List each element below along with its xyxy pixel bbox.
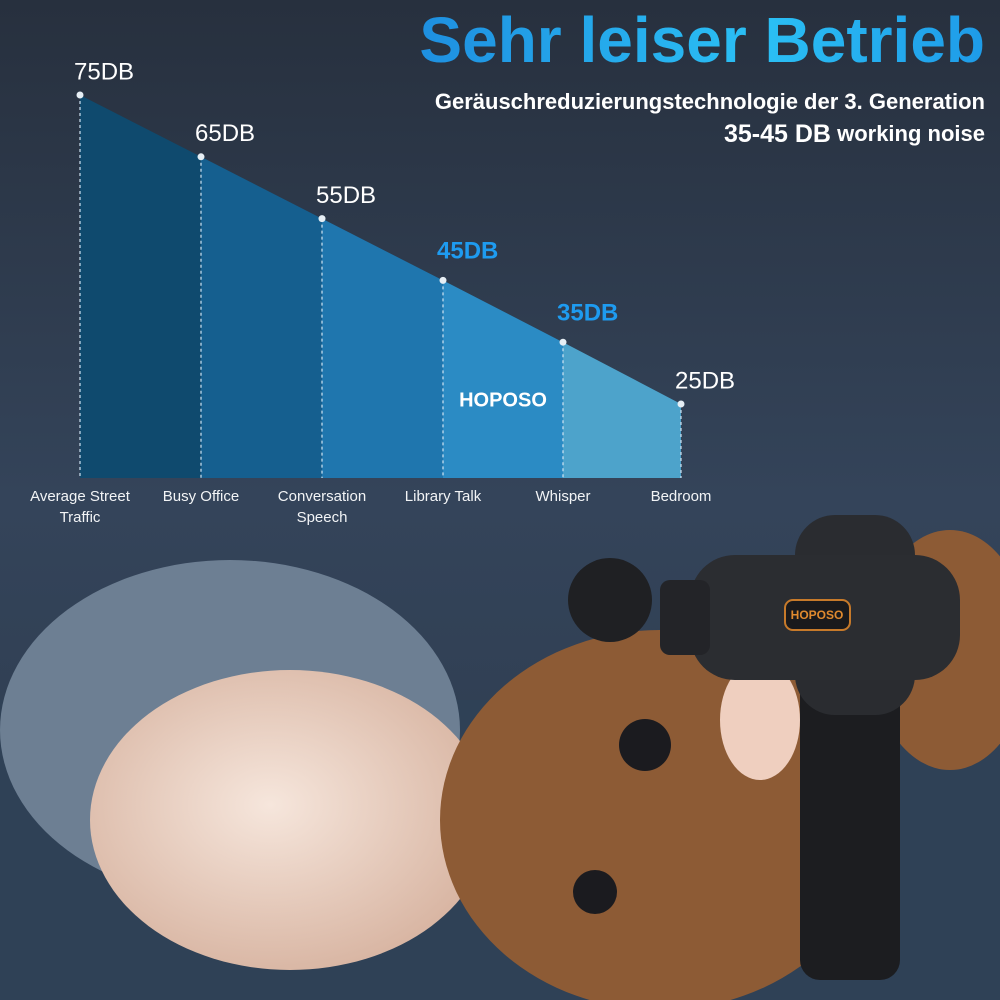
point xyxy=(318,215,326,223)
point xyxy=(76,91,84,99)
noise-line: 35-45 DB working noise xyxy=(724,120,985,148)
category-label: Busy Office xyxy=(162,488,240,505)
plot: 75DB 65DB 55DB 45DB 35DB 25DB HOPOSO xyxy=(74,58,735,479)
photo: HOPOSO xyxy=(0,515,1000,1000)
area-segment xyxy=(201,156,322,479)
title: Sehr leiser Betrieb xyxy=(419,4,985,76)
area-segment xyxy=(443,280,563,478)
noise-text: working noise xyxy=(836,121,985,146)
point xyxy=(559,338,567,346)
value-label: 55DB xyxy=(316,182,376,209)
bear-eye xyxy=(619,719,671,771)
noise-range: 35-45 DB xyxy=(724,120,831,148)
category-label: Whisper xyxy=(535,488,591,505)
value-label: 75DB xyxy=(74,58,134,85)
massage-gun: HOPOSO xyxy=(568,515,960,980)
value-label: 25DB xyxy=(675,367,735,394)
category-label: Bedroom xyxy=(650,488,712,505)
value-label: 65DB xyxy=(195,120,255,147)
subtitle: Geräuschreduzierungstechnologie der 3. G… xyxy=(435,89,985,114)
value-label: 35DB xyxy=(557,300,618,327)
brand-label: HOPOSO xyxy=(459,389,547,411)
category-label: Library Talk xyxy=(404,488,482,505)
baby-face xyxy=(90,670,490,970)
area-segment xyxy=(80,95,201,478)
value-label: 45DB xyxy=(437,238,498,265)
area-segment xyxy=(563,342,681,478)
point xyxy=(677,400,685,408)
baby-hand xyxy=(720,660,800,780)
bear-eye xyxy=(573,870,617,914)
point xyxy=(197,153,205,161)
category-label: Average Street Traffic xyxy=(30,488,130,526)
svg-text:HOPOSO: HOPOSO xyxy=(791,608,844,622)
category-label: Conversation Speech xyxy=(277,488,367,526)
point xyxy=(439,276,447,284)
area-segment xyxy=(322,218,443,478)
